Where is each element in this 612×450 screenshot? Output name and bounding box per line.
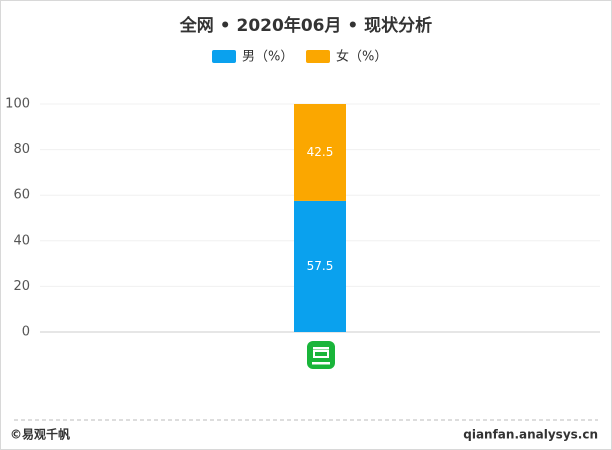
- y-tick-label: 40: [13, 233, 30, 248]
- icon-glyph: [313, 350, 329, 358]
- bar-segment: [294, 200, 346, 332]
- legend-swatch: [306, 50, 330, 63]
- legend-label: 男（%）: [242, 50, 293, 65]
- category-icon: [307, 341, 335, 369]
- icon-glyph: [312, 362, 330, 365]
- y-tick-label: 80: [13, 142, 30, 157]
- y-tick-label: 20: [13, 279, 30, 294]
- footer-left: ©易观千帆: [10, 427, 70, 442]
- legend-swatch: [212, 50, 236, 63]
- app-icon: [307, 341, 335, 369]
- legend-label: 女（%）: [336, 49, 387, 65]
- bar-segment: [294, 104, 346, 201]
- icon-glyph: [313, 347, 329, 350]
- y-tick-label: 0: [22, 325, 30, 340]
- chart-title: 全网 • 2020年06月 • 现状分析: [179, 15, 432, 36]
- data-label: 42.5: [307, 145, 334, 159]
- footer-right: qianfan.analysys.cn: [463, 428, 598, 442]
- y-tick-label: 100: [5, 97, 30, 112]
- data-label: 57.5: [307, 259, 334, 273]
- y-tick-label: 60: [13, 188, 30, 203]
